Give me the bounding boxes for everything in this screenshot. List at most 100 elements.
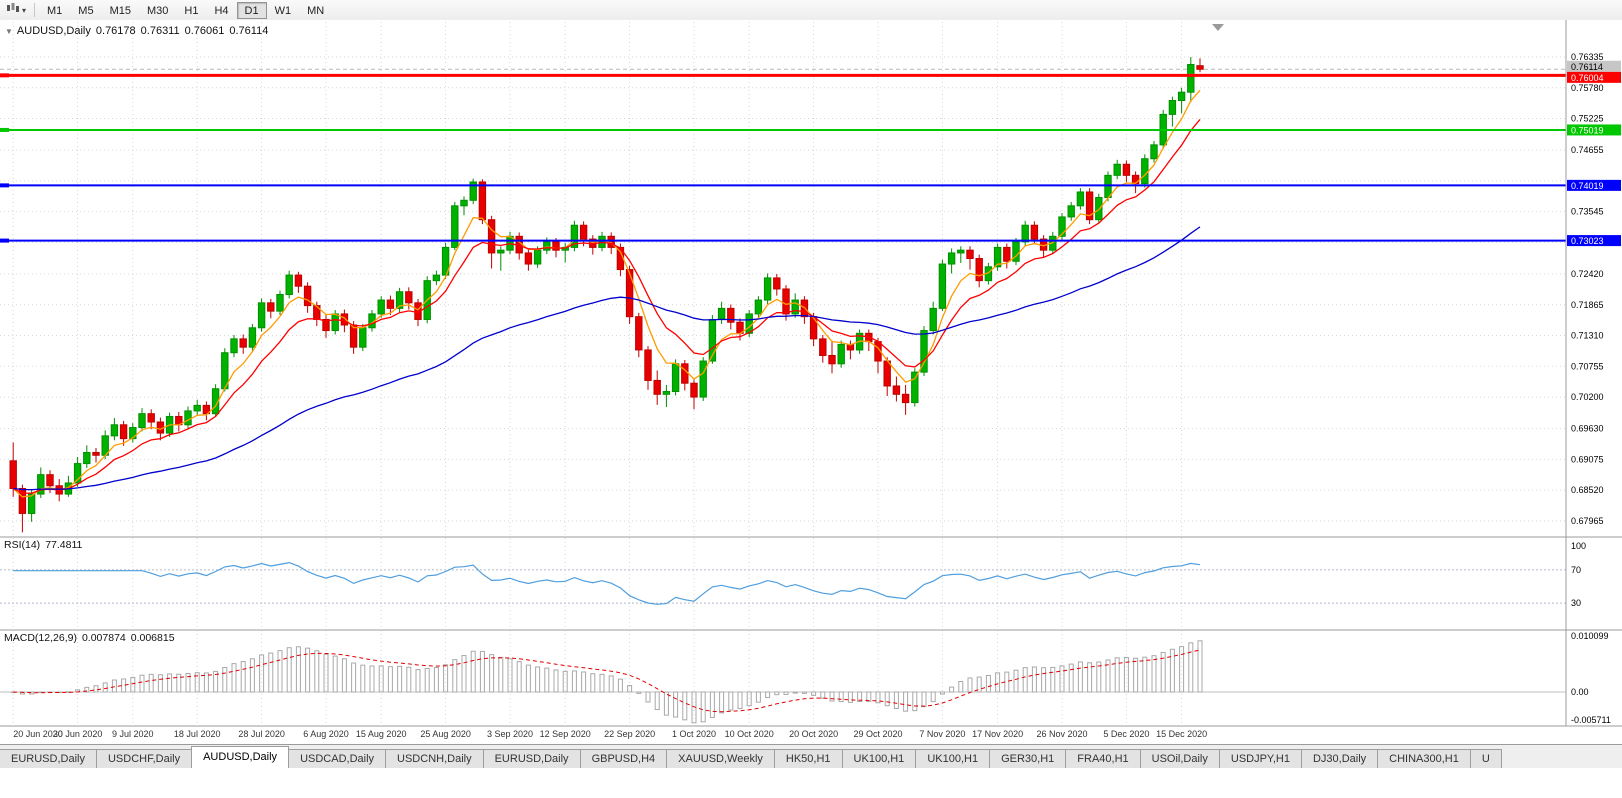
timeframe-button-m30[interactable]: M30 — [139, 2, 176, 19]
timeframe-button-m15[interactable]: M15 — [102, 2, 139, 19]
candle-body — [524, 252, 533, 265]
chart-tab-gbpusd-h4[interactable]: GBPUSD,H4 — [579, 749, 668, 769]
macd-histogram-bar — [737, 691, 743, 710]
macd-histogram-bar — [378, 665, 384, 693]
candle-body — [754, 299, 763, 315]
chart-type-dropdown[interactable]: ▾ — [0, 1, 30, 19]
candle-body — [83, 451, 91, 465]
candle-body — [129, 427, 137, 440]
macd-histogram-bar — [213, 670, 219, 693]
macd-histogram-bar — [857, 691, 863, 702]
price-axis-label: 0.73545 — [1571, 207, 1604, 217]
timeframe-button-d1[interactable]: D1 — [236, 2, 267, 19]
chart-tab-usdjpy-h1[interactable]: USDJPY,H1 — [1218, 749, 1302, 769]
one-click-trading-toggle[interactable]: ▼ — [5, 27, 13, 36]
chart-tab-xauusd-weekly[interactable]: XAUUSD,Weekly — [666, 749, 775, 769]
chart-tab-hk50-h1[interactable]: HK50,H1 — [773, 749, 843, 769]
chart-tab-u[interactable]: U — [1469, 749, 1502, 769]
candle-body — [1012, 241, 1020, 262]
candle-body — [349, 324, 358, 348]
candlestick-chart-icon — [6, 1, 20, 19]
macd-histogram-bar — [443, 664, 449, 693]
macd-histogram-bar — [608, 675, 614, 693]
candle-body — [911, 371, 919, 404]
chart-tab-usdcad-daily[interactable]: USDCAD,Daily — [288, 749, 387, 769]
date-axis-label: 12 Sep 2020 — [540, 729, 591, 739]
chart-tab-ger30-h1[interactable]: GER30,H1 — [989, 749, 1067, 769]
macd-axis-label: -0.005711 — [1571, 715, 1611, 725]
price-axis-label: 0.69075 — [1571, 454, 1604, 464]
candle-body — [653, 379, 661, 395]
rsi-line — [13, 561, 1201, 605]
chart-tab-fra40-h1[interactable]: FRA40,H1 — [1065, 749, 1141, 769]
chart-tab-usdchf-daily[interactable]: USDCHF,Daily — [95, 749, 193, 769]
chart-tab-uk100-h1[interactable]: UK100,H1 — [915, 749, 991, 769]
candle-body — [303, 285, 312, 307]
chart-background — [0, 20, 1622, 744]
date-axis-label: 20 Jun 2020 — [13, 729, 63, 739]
chart-tab-eurusd-daily[interactable]: EURUSD,Daily — [482, 749, 581, 769]
candle-body — [340, 313, 349, 326]
macd-histogram-bar — [1050, 666, 1056, 693]
candle-body — [1104, 174, 1112, 199]
candle-body — [1150, 144, 1158, 160]
chart-tab-eurusd-daily[interactable]: EURUSD,Daily — [0, 749, 97, 769]
macd-histogram-bar — [1123, 656, 1129, 693]
macd-histogram-bar — [617, 678, 623, 693]
candle-body — [947, 252, 956, 265]
hline-left-marker — [0, 183, 9, 188]
candle-body — [1021, 224, 1029, 243]
date-axis-label: 15 Aug 2020 — [356, 729, 407, 739]
macd-histogram-bar — [295, 646, 301, 693]
bottom-strip — [0, 768, 1622, 798]
price-axis-label: 0.72420 — [1571, 269, 1604, 279]
macd-histogram-bar — [1179, 646, 1185, 693]
macd-histogram-bar — [1142, 656, 1148, 693]
timeframe-button-w1[interactable]: W1 — [267, 2, 300, 19]
timeframe-button-mn[interactable]: MN — [299, 2, 332, 19]
date-axis-label: 10 Oct 2020 — [725, 729, 774, 739]
price-axis-label: 0.71865 — [1571, 300, 1604, 310]
date-axis-label: 30 Jun 2020 — [53, 729, 103, 739]
chart-canvas[interactable]: 0.763350.757800.752250.746550.735450.729… — [0, 20, 1622, 744]
macd-histogram-bar — [746, 691, 752, 707]
candle-body — [1187, 63, 1195, 93]
chart-tab-china300-h1[interactable]: CHINA300,H1 — [1377, 749, 1471, 769]
price-badge-label: 0.76004 — [1571, 73, 1604, 83]
macd-histogram-bar — [930, 691, 936, 703]
macd-histogram-bar — [562, 670, 568, 693]
candle-body — [717, 307, 726, 320]
chart-tab-usdcnh-daily[interactable]: USDCNH,Daily — [385, 749, 484, 769]
candle-body — [119, 424, 128, 440]
candle-body — [533, 249, 542, 265]
chart-tab-dj30-daily[interactable]: DJ30,Daily — [1300, 749, 1379, 769]
price-badge-label: 0.74019 — [1571, 181, 1604, 191]
macd-histogram-bar — [102, 682, 108, 693]
candle-body — [662, 391, 671, 395]
macd-histogram-bar — [351, 662, 357, 693]
rsi-layer — [13, 561, 1201, 605]
price-badge — [1567, 60, 1621, 72]
timeframe-button-m5[interactable]: M5 — [70, 2, 101, 19]
candle-body — [18, 488, 27, 514]
macd-histogram-bar — [397, 665, 403, 693]
price-axis-label: 0.75780 — [1571, 83, 1604, 93]
macd-histogram-bar — [1114, 657, 1120, 693]
macd-histogram-bar — [286, 647, 292, 693]
macd-histogram-bar — [176, 673, 182, 693]
macd-histogram-bar — [765, 691, 771, 699]
price-badge — [1567, 179, 1621, 191]
chart-tab-usoil-daily[interactable]: USOil,Daily — [1139, 749, 1220, 769]
candle-body — [1076, 191, 1085, 207]
candle-body — [1131, 174, 1140, 185]
chart-tab-uk100-h1[interactable]: UK100,H1 — [841, 749, 917, 769]
timeframe-button-h4[interactable]: H4 — [206, 2, 236, 19]
macd-histogram-bar — [654, 691, 660, 711]
timeframe-button-m1[interactable]: M1 — [39, 2, 70, 19]
macd-histogram-bar — [755, 691, 761, 703]
hlines-layer — [0, 73, 1566, 243]
chart-tab-audusd-daily[interactable]: AUDUSD,Daily — [191, 746, 290, 769]
timeframe-button-h1[interactable]: H1 — [176, 2, 206, 19]
macd-histogram-bar — [148, 673, 154, 693]
